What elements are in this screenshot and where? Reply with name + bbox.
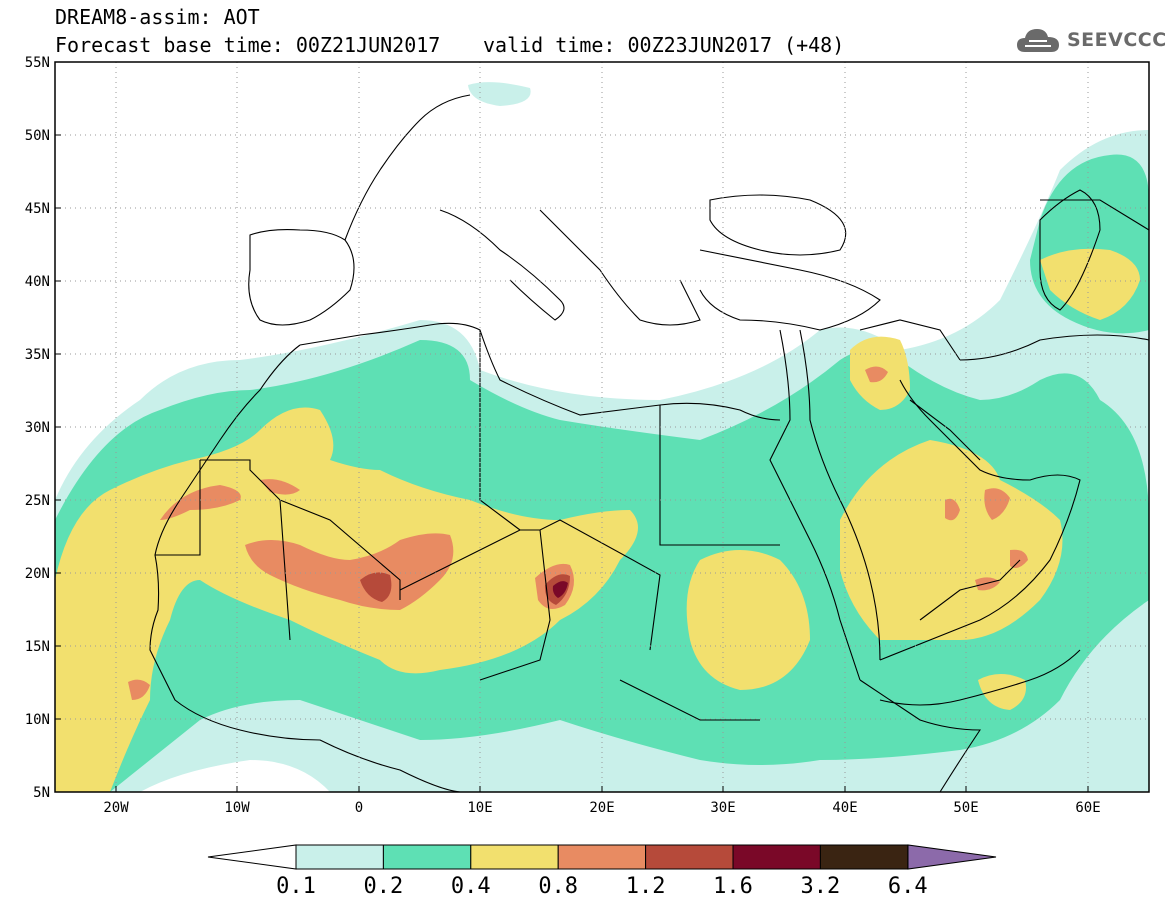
colorbar-label: 1.6 (713, 874, 753, 899)
lat-label: 15N (25, 639, 50, 655)
colorbar-label: 3.2 (801, 874, 841, 899)
lat-label: 20N (25, 566, 50, 582)
colorbar-cell (470, 844, 559, 870)
lon-label: 10E (467, 800, 492, 816)
aot-field (55, 82, 1149, 792)
map-title: DREAM8-assim: AOT (55, 5, 260, 29)
colorbar: 0.1 0.2 0.4 0.8 1.2 1.6 3.2 6.4 (207, 844, 997, 899)
lon-label: 40E (832, 800, 857, 816)
lat-label: 45N (25, 201, 50, 217)
colorbar-over-triangle (907, 844, 997, 870)
lat-label: 40N (25, 274, 50, 290)
lon-label: 60E (1075, 800, 1100, 816)
lon-label: 50E (953, 800, 978, 816)
cloud-logo-icon (1017, 29, 1059, 52)
logo-text: SEEVCCC (1067, 29, 1165, 51)
colorbar-cell (295, 844, 384, 870)
latitude-labels: 55N 50N 45N 40N 35N 30N 25N 20N 15N 10N … (25, 55, 50, 801)
colorbar-cell (382, 844, 472, 870)
colorbar-under-triangle (207, 844, 297, 870)
graticule (55, 62, 1149, 792)
colorbar-cell (819, 844, 909, 870)
tick-marks (55, 134, 1089, 792)
colorbar-label: 0.4 (451, 874, 491, 899)
colorbar-label: 1.2 (626, 874, 666, 899)
colorbar-cell (645, 844, 734, 870)
lon-label: 0 (355, 800, 363, 816)
lat-label: 5N (33, 785, 50, 801)
aot-level-0-8 (128, 366, 1028, 700)
lon-label: 20E (589, 800, 614, 816)
colorbar-label: 0.2 (364, 874, 404, 899)
aot-level-1-6 (552, 581, 568, 598)
colorbar-cell (557, 844, 647, 870)
colorbar-label: 0.8 (538, 874, 578, 899)
lat-label: 55N (25, 55, 50, 71)
colorbar-label: 0.1 (276, 874, 316, 899)
forecast-base-time: Forecast base time: 00Z21JUN2017 (55, 33, 441, 57)
lat-label: 30N (25, 420, 50, 436)
lat-label: 50N (25, 128, 50, 144)
lon-label: 30E (710, 800, 735, 816)
longitude-labels: 20W 10W 0 10E 20E 30E 40E 50E 60E (103, 800, 1100, 816)
lat-label: 25N (25, 493, 50, 509)
seevccc-logo: SEEVCCC (1015, 22, 1165, 58)
valid-time: valid time: 00Z23JUN2017 (+48) (483, 33, 845, 57)
lat-label: 35N (25, 347, 50, 363)
lat-label: 10N (25, 712, 50, 728)
lon-label: 10W (224, 800, 250, 816)
colorbar-cell (732, 844, 821, 870)
lon-label: 20W (103, 800, 129, 816)
colorbar-label: 6.4 (888, 874, 928, 899)
